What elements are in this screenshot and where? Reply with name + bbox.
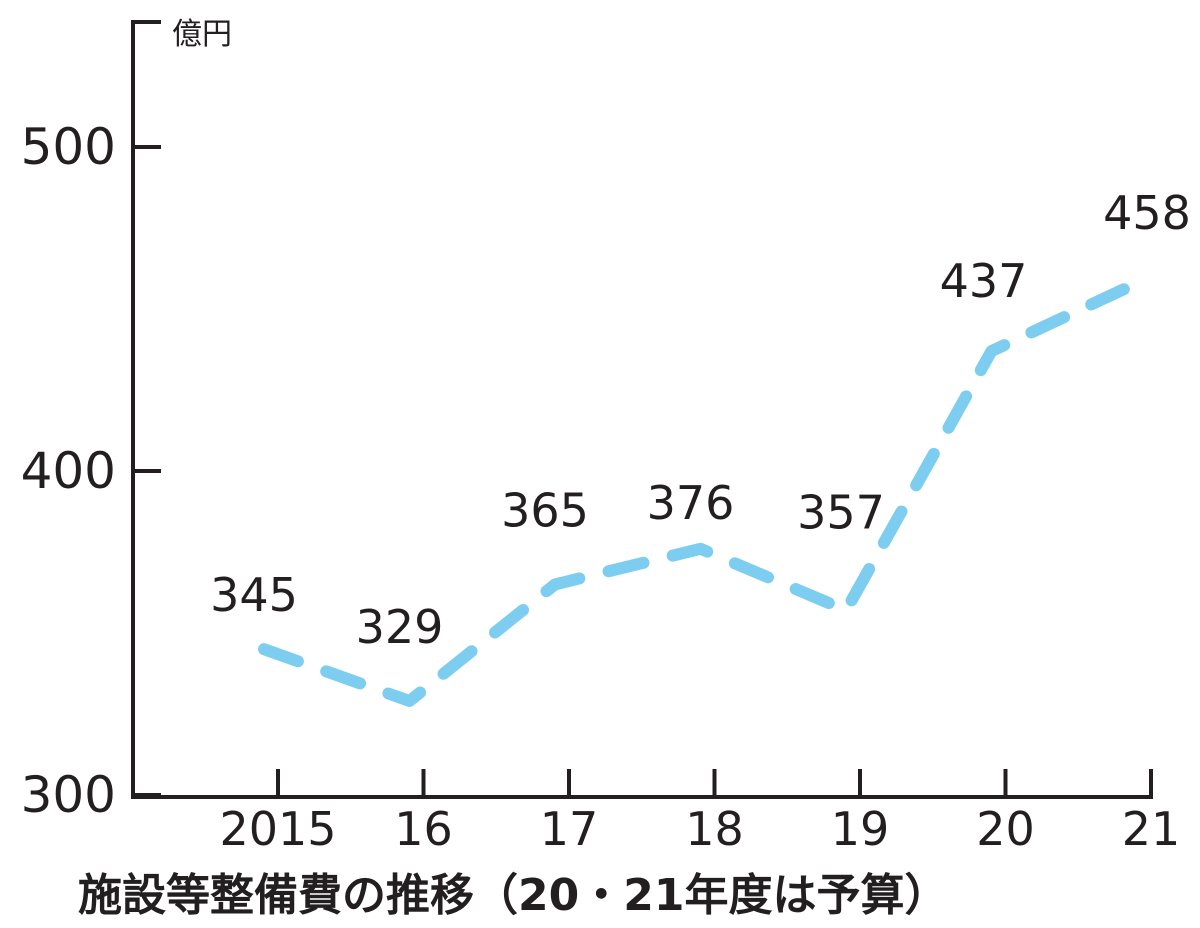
y-tick-label: 400 <box>21 442 116 500</box>
data-label: 345 <box>210 568 298 622</box>
data-series <box>258 277 1143 707</box>
chart-axes <box>131 20 1153 799</box>
data-label: 365 <box>501 483 589 537</box>
x-axis-ticks: 2015 16 17 18 19 20 21 <box>219 769 1180 856</box>
data-label: 458 <box>1103 186 1191 240</box>
x-tick-label: 18 <box>685 802 744 856</box>
x-tick-label: 17 <box>540 802 599 856</box>
data-label: 357 <box>797 485 885 539</box>
chart-caption: 施設等整備費の推移（20・21年度は予算） <box>78 870 948 921</box>
x-tick-label: 21 <box>1122 802 1181 856</box>
x-tick-label: 20 <box>976 802 1035 856</box>
y-tick-label: 300 <box>21 766 116 824</box>
data-label: 329 <box>356 600 444 654</box>
x-tick-label: 19 <box>831 802 890 856</box>
data-label: 437 <box>940 254 1028 308</box>
x-tick-label: 16 <box>394 802 453 856</box>
y-axis-ticks: 300 400 500 <box>21 118 161 824</box>
x-tick-label: 2015 <box>219 802 336 856</box>
y-tick-label: 500 <box>21 118 116 176</box>
y-axis-unit-label: 億円 <box>172 17 232 52</box>
data-labels: 345 329 365 376 357 437 458 <box>210 186 1191 654</box>
data-label: 376 <box>647 476 735 530</box>
